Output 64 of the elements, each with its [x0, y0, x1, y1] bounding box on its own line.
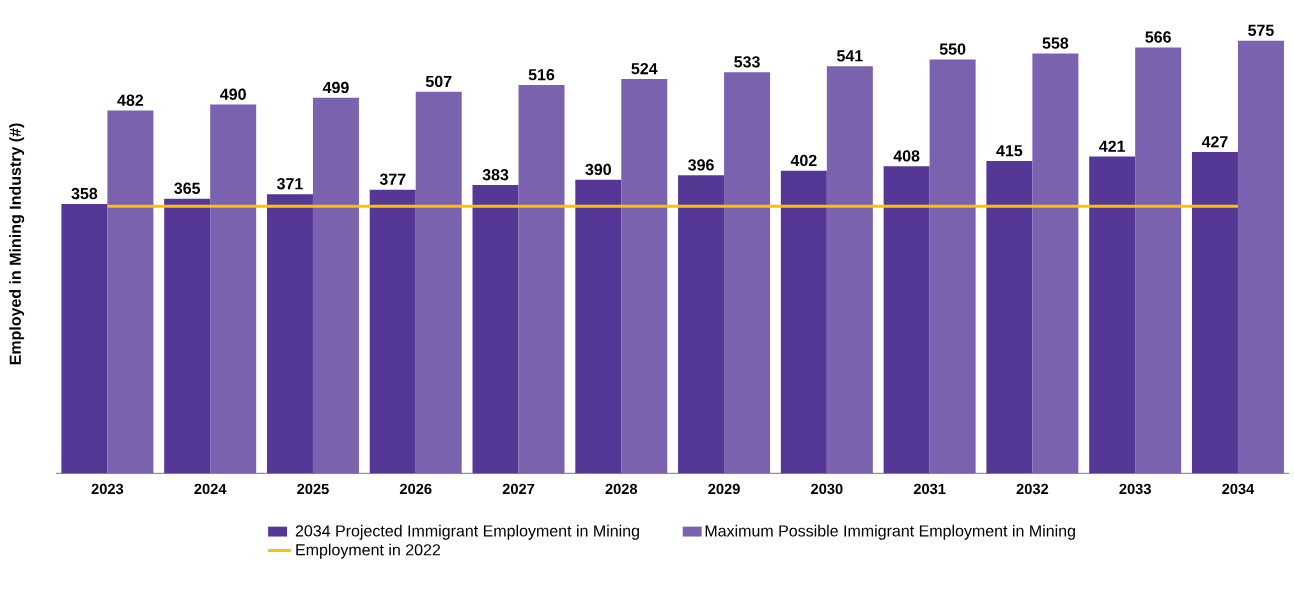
data-label: 377	[379, 173, 406, 185]
x-tick-label: 2031	[913, 483, 946, 495]
data-label: 524	[631, 62, 658, 75]
data-label: 390	[585, 163, 611, 176]
data-label: 516	[528, 69, 555, 81]
bar	[724, 72, 771, 474]
data-label: 558	[1042, 37, 1069, 49]
bar	[575, 179, 622, 474]
legend-label: 2034 Projected Immigrant Employment in Mining	[295, 524, 639, 540]
data-label: 415	[996, 145, 1023, 157]
bar	[61, 203, 108, 474]
bar	[1191, 152, 1238, 474]
data-label: 541	[837, 50, 863, 62]
x-tick-label: 2026	[399, 483, 432, 495]
x-tick-label: 2032	[1016, 483, 1049, 495]
legend-label: Maximum Possible Immigrant Employment in Mining	[705, 524, 1075, 540]
bar	[164, 198, 211, 474]
bar	[266, 194, 313, 474]
bar	[1237, 40, 1284, 474]
bar	[883, 166, 930, 474]
data-label: 396	[688, 159, 714, 171]
bar	[986, 161, 1033, 474]
bar	[1135, 47, 1182, 474]
data-label: 482	[117, 94, 144, 106]
data-label: 499	[322, 81, 349, 94]
data-label: 533	[734, 56, 760, 68]
data-label: 383	[482, 169, 509, 181]
data-label: 427	[1201, 136, 1228, 148]
x-tick-label: 2023	[91, 483, 124, 495]
x-tick-label: 2030	[811, 483, 843, 495]
data-label: 408	[893, 150, 920, 162]
x-tick-label: 2034	[1222, 483, 1255, 495]
data-label: 421	[1099, 140, 1126, 152]
data-label: 566	[1145, 31, 1171, 43]
bar	[780, 170, 827, 474]
data-label: 365	[174, 182, 201, 194]
data-label: 575	[1248, 24, 1274, 36]
bar	[1089, 156, 1136, 474]
bar	[107, 110, 154, 474]
bar	[472, 185, 519, 474]
bar	[369, 189, 416, 474]
bar	[415, 91, 462, 474]
bar	[826, 66, 873, 474]
bar	[210, 104, 257, 474]
bar	[678, 175, 725, 474]
y-axis-title: Employed in Mining Industry (#)	[9, 123, 25, 365]
legend-label: Employment in 2022	[296, 543, 441, 559]
bar	[518, 85, 565, 474]
bar	[621, 79, 668, 474]
bar	[929, 59, 976, 474]
data-label: 402	[790, 154, 817, 167]
data-label: 371	[276, 178, 303, 190]
data-label: 358	[71, 187, 98, 200]
data-label: 490	[220, 88, 246, 100]
x-tick-label: 2029	[708, 483, 740, 495]
x-tick-label: 2028	[605, 483, 638, 495]
data-label: 550	[939, 43, 966, 55]
x-tick-label: 2025	[297, 483, 329, 495]
bar	[1032, 53, 1079, 474]
x-tick-label: 2027	[502, 483, 535, 495]
bar	[312, 97, 359, 474]
x-tick-label: 2024	[194, 483, 227, 495]
x-tick-label: 2033	[1119, 483, 1151, 495]
data-label: 507	[425, 75, 452, 88]
